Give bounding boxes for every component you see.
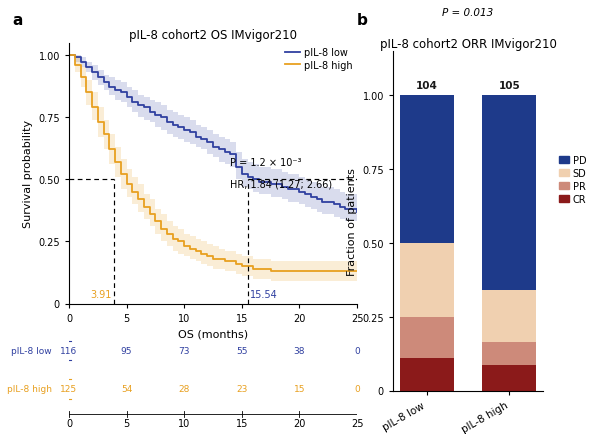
Text: 3.91: 3.91 (91, 289, 112, 299)
Bar (400, 96, 454, 243)
Text: 15: 15 (293, 385, 305, 394)
Text: a: a (12, 13, 22, 28)
pIL-8 high (152, 219, 159, 224)
Title: pIL-8 cohort2 OS IMvigor210: pIL-8 cohort2 OS IMvigor210 (129, 29, 297, 42)
Text: 105: 105 (499, 80, 520, 90)
Text: 54: 54 (121, 385, 132, 394)
Bar (400, 317, 454, 358)
Text: 73: 73 (178, 346, 190, 355)
Text: 104: 104 (416, 80, 437, 90)
Text: 55: 55 (236, 346, 248, 355)
Text: b: b (357, 13, 368, 28)
Text: 25: 25 (351, 418, 363, 428)
Y-axis label: Fraction of patients: Fraction of patients (347, 168, 357, 275)
pIL-8 low (129, 100, 136, 105)
pIL-8 low (158, 115, 165, 120)
pIL-8 low (347, 207, 355, 212)
Y-axis label: Survival probability: Survival probability (23, 120, 33, 227)
pIL-8 high (353, 269, 361, 274)
Text: 116: 116 (61, 346, 77, 355)
Text: 23: 23 (236, 385, 247, 394)
Text: 20: 20 (293, 418, 305, 428)
Text: 15.54: 15.54 (250, 289, 278, 299)
Text: 0: 0 (354, 385, 360, 394)
Legend: pIL-8 low, pIL-8 high: pIL-8 low, pIL-8 high (285, 48, 352, 71)
Bar (482, 290, 536, 342)
Text: 10: 10 (178, 418, 190, 428)
Text: 95: 95 (121, 346, 133, 355)
Line: pIL-8 low: pIL-8 low (69, 56, 357, 212)
pIL-8 low (152, 113, 159, 118)
pIL-8 high (278, 269, 286, 274)
pIL-8 high (129, 190, 136, 195)
Bar (482, 365, 536, 391)
pIL-8 high (65, 53, 73, 59)
Text: 15: 15 (236, 418, 248, 428)
Bar (400, 243, 454, 317)
Text: P = 1.2 × 10⁻³: P = 1.2 × 10⁻³ (230, 158, 302, 168)
Text: pIL-8 low: pIL-8 low (11, 346, 52, 355)
Bar (482, 96, 536, 290)
pIL-8 low (353, 210, 361, 215)
Text: 5: 5 (124, 418, 130, 428)
Text: 0: 0 (66, 418, 72, 428)
Legend: PD, SD, PR, CR: PD, SD, PR, CR (556, 152, 590, 208)
X-axis label: OS (months): OS (months) (178, 329, 248, 339)
Text: HR, 1.84 (1.27; 2.66): HR, 1.84 (1.27; 2.66) (230, 179, 332, 189)
Text: 38: 38 (293, 346, 305, 355)
Text: 28: 28 (179, 385, 190, 394)
Line: pIL-8 high: pIL-8 high (69, 56, 357, 272)
pIL-8 low (65, 53, 73, 59)
Bar (400, 358, 454, 391)
pIL-8 high (267, 269, 274, 274)
Bar (482, 342, 536, 365)
Title: pIL-8 cohort2 ORR IMvigor210: pIL-8 cohort2 ORR IMvigor210 (380, 38, 556, 51)
pIL-8 low (273, 182, 280, 187)
Text: 0: 0 (354, 346, 360, 355)
pIL-8 low (256, 180, 263, 185)
Text: P = 0.013: P = 0.013 (442, 8, 494, 18)
Text: pIL-8 high: pIL-8 high (7, 385, 52, 394)
Text: 125: 125 (61, 385, 77, 394)
pIL-8 high (347, 269, 355, 274)
pIL-8 high (158, 227, 165, 232)
pIL-8 high (256, 266, 263, 272)
